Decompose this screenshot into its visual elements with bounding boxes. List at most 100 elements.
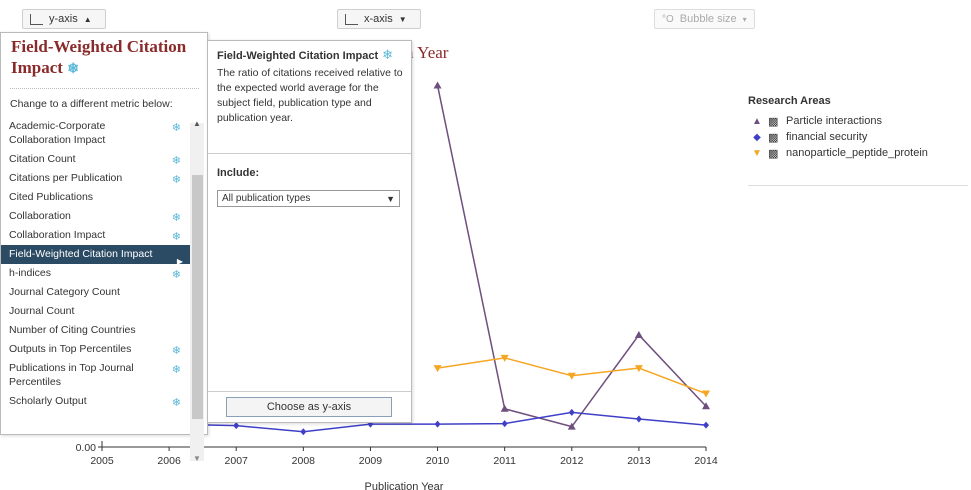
legend-label: nanoparticle_peptide_protein <box>786 147 928 159</box>
snowflake-icon: ❄ <box>171 345 181 357</box>
x-tick-label: 2014 <box>694 455 718 467</box>
triangle-down-icon: ▼ <box>752 147 762 159</box>
metric-list: Academic-Corporate Collaboration Impact ❄… <box>1 117 191 411</box>
triangle-up-icon: ▲ <box>752 115 762 127</box>
metric-description-panel: Field-Weighted Citation Impact ❄ The rati… <box>207 40 412 423</box>
series-0 <box>433 81 710 430</box>
caret-down-icon: ▾ <box>742 14 747 24</box>
chart-axes: 2005 2006 2007 2008 2009 2010 2011 2012 2013 2014… <box>76 441 718 490</box>
metric-item[interactable]: Citation Count ❄ <box>1 150 191 169</box>
legend-title: Research Areas <box>748 95 831 107</box>
publication-type-select[interactable]: All publication types ▼ <box>217 190 400 207</box>
snowflake-icon: ❄ <box>171 174 181 186</box>
data-point-triangle-down[interactable] <box>433 365 442 373</box>
x-tick-label: 2013 <box>627 455 651 467</box>
legend-label: financial security <box>786 131 868 143</box>
description-title: Field-Weighted Citation Impact ❄ <box>217 47 393 63</box>
data-point-triangle-up[interactable] <box>702 402 710 410</box>
metric-hint: Change to a different metric below: <box>10 98 173 110</box>
caret-up-icon: ▲ <box>83 14 92 24</box>
data-point-diamond[interactable] <box>501 420 508 428</box>
chart-title: n Year <box>405 43 449 62</box>
data-point-triangle-down[interactable] <box>702 390 710 398</box>
x-tick-label: 2012 <box>560 455 584 467</box>
scroll-down-icon[interactable]: ▼ <box>193 454 201 463</box>
metric-item-label: Number of Citing Countries <box>9 324 136 336</box>
metric-item-label: Journal Count <box>9 305 75 317</box>
snowflake-icon: ❄ <box>67 62 79 77</box>
data-point-triangle-up[interactable] <box>500 404 509 412</box>
metric-title-text: Field-Weighted Citation Impact <box>11 37 187 77</box>
metric-item[interactable]: Field-Weighted Citation Impact ▶ <box>1 245 191 266</box>
data-point-diamond[interactable] <box>703 421 709 429</box>
data-point-triangle-up[interactable] <box>567 422 576 430</box>
x-tick-label: 2009 <box>359 455 383 467</box>
x-tick-label: 2011 <box>493 455 516 467</box>
metric-item-label: Collaboration Impact <box>9 229 106 241</box>
publication-type-value: All publication types <box>222 193 311 204</box>
metric-item[interactable]: Scholarly Output ❄ <box>1 392 191 411</box>
legend-item[interactable]: ▲ ▩ Particle interactions <box>748 113 968 129</box>
puzzle-icon: ▩ <box>768 115 779 128</box>
metric-item-label: h-indices <box>9 267 52 279</box>
data-point-triangle-up[interactable] <box>433 81 442 89</box>
x-tick-label: 2005 <box>90 455 114 467</box>
metric-item[interactable]: Collaboration ❄ <box>1 207 191 226</box>
y-axis-label: y-axis <box>49 13 78 25</box>
metric-item-label: Citation Count <box>9 153 76 165</box>
metric-item[interactable]: Cited Publications <box>1 188 191 207</box>
data-point-triangle-up[interactable] <box>634 330 643 338</box>
x-tick-label: 2010 <box>426 455 450 467</box>
metric-item-label: Scholarly Output <box>9 395 87 407</box>
metric-list-scrollbar[interactable]: ▲ ▼ <box>190 119 204 463</box>
metric-item[interactable]: Academic-Corporate Collaboration Impact ❄ <box>1 117 191 150</box>
metric-item[interactable]: Number of Citing Countries <box>1 321 191 340</box>
metric-item-label: Publications in Top Journal Percentiles <box>9 362 134 388</box>
puzzle-icon: ▩ <box>768 147 779 160</box>
bubble-size-dropdown[interactable]: °O Bubble size ▾ <box>654 9 755 29</box>
divider <box>208 391 411 392</box>
x-axis-dropdown[interactable]: x-axis ▼ <box>337 9 421 29</box>
x-tick-label: 2006 <box>157 455 181 467</box>
metric-item[interactable]: Outputs in Top Percentiles ❄ <box>1 340 191 359</box>
data-point-triangle-down[interactable] <box>634 365 643 373</box>
metric-picker-panel: Field-Weighted Citation Impact ❄ Change … <box>0 32 208 463</box>
metric-item[interactable]: Collaboration Impact ❄ <box>1 226 191 245</box>
legend-divider <box>748 185 968 186</box>
legend-item[interactable]: ▼ ▩ nanoparticle_peptide_protein <box>748 145 968 161</box>
metric-item[interactable]: Journal Category Count <box>1 283 191 302</box>
data-point-triangle-down[interactable] <box>500 354 509 362</box>
description-text: The ratio of citations received relative… <box>217 67 403 124</box>
metric-item[interactable]: Publications in Top Journal Percentiles ❄ <box>1 359 191 392</box>
data-point-diamond[interactable] <box>568 408 575 416</box>
metric-item[interactable]: Journal Count <box>1 302 191 321</box>
data-point-diamond[interactable] <box>635 415 642 423</box>
divider <box>10 88 199 89</box>
data-point-diamond[interactable] <box>300 428 307 436</box>
metric-item-label: Field-Weighted Citation Impact <box>9 248 153 260</box>
y-axis-dropdown[interactable]: y-axis ▲ <box>22 9 106 29</box>
x-axis-title: Publication Year <box>365 481 444 490</box>
legend-item[interactable]: ◆ ▩ financial security <box>748 129 968 145</box>
scroll-thumb[interactable] <box>192 175 203 419</box>
puzzle-icon: ▩ <box>768 131 779 144</box>
data-point-diamond[interactable] <box>434 420 441 428</box>
axis-icon <box>30 13 43 25</box>
legend-label: Particle interactions <box>786 115 882 127</box>
data-point-diamond[interactable] <box>233 422 240 430</box>
data-point-triangle-down[interactable] <box>567 372 576 380</box>
snowflake-icon: ❄ <box>382 47 394 62</box>
metric-item[interactable]: h-indices ❄ <box>1 264 191 283</box>
metric-item-label: Citations per Publication <box>9 172 123 184</box>
choose-as-y-axis-button[interactable]: Choose as y-axis <box>226 397 392 417</box>
series-2 <box>433 354 710 398</box>
snowflake-icon: ❄ <box>171 122 181 134</box>
scroll-up-icon[interactable]: ▲ <box>193 119 201 128</box>
diamond-icon: ◆ <box>753 131 761 143</box>
metric-item[interactable]: Citations per Publication ❄ <box>1 169 191 188</box>
y-tick-label: 0.00 <box>76 442 97 454</box>
snowflake-icon: ❄ <box>171 397 181 409</box>
snowflake-icon: ❄ <box>171 231 181 243</box>
metric-item-label: Academic-Corporate Collaboration Impact <box>9 120 106 146</box>
